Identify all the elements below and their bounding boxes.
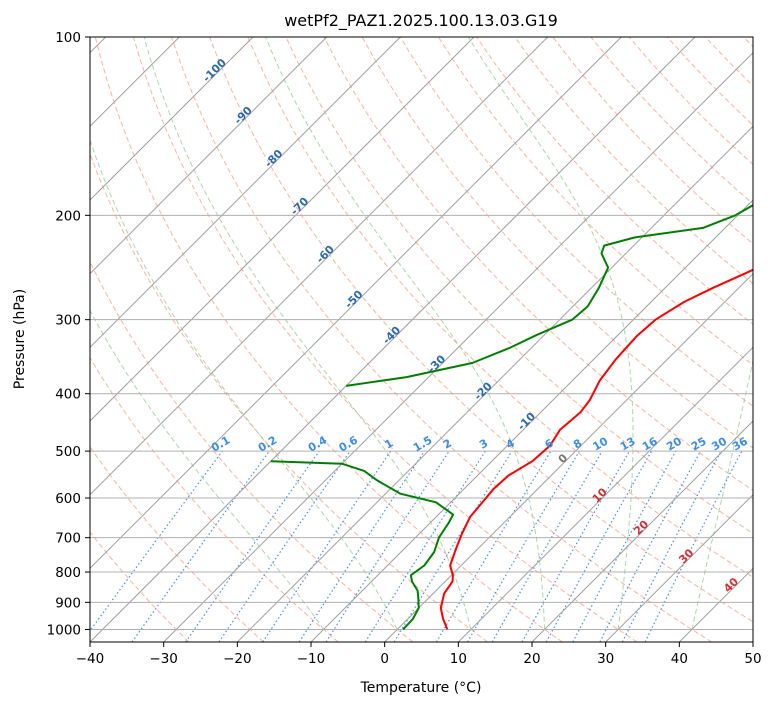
chart-title: wetPf2_PAZ1.2025.100.13.03.G19 (284, 11, 558, 31)
y-tick-label: 1000 (47, 622, 81, 638)
mixing-ratio-line (262, 450, 392, 642)
isotherm-line (90, 37, 622, 570)
isotherm-line (384, 272, 753, 642)
profile-lines (270, 204, 753, 631)
y-axis-ticks: 1000 900 800 700 600 500 400 300 200 100 (47, 30, 90, 638)
y-tick-label: 500 (55, 444, 81, 460)
x-tick-label: 20 (523, 651, 540, 667)
dry-adiabat-line (209, 37, 753, 623)
profile-line (345, 204, 753, 387)
mixing-ratio-line (545, 450, 653, 642)
x-tick-label: 10 (450, 651, 467, 667)
isotherm-line (531, 420, 753, 642)
dry-adiabat-line (285, 37, 753, 535)
x-axis-ticks: −40 −30 −20 −10 0 10 20 30 40 50 (76, 642, 762, 667)
mixing-ratio-line (218, 450, 351, 642)
x-tick-label: −30 (149, 651, 178, 667)
isotherm-line (457, 346, 753, 642)
dry-adiabat-line (323, 37, 753, 491)
mixing-ratio-line (298, 450, 425, 642)
isotherm-line (90, 37, 549, 496)
mixing-ratio-line (521, 450, 631, 642)
mixing-ratio-line (644, 450, 743, 642)
dry-adiabat-line (437, 37, 753, 366)
x-tick-label: 50 (744, 651, 761, 667)
isotherm-line (236, 125, 753, 642)
isotherm-line (90, 37, 696, 642)
dry-adiabat-line (399, 37, 753, 407)
x-tick-label: 0 (380, 651, 389, 667)
moist-adiabat-line (691, 358, 753, 630)
y-tick-label: 700 (55, 531, 81, 547)
moist-adiabat-line (90, 309, 324, 630)
dry-adiabat-line (90, 531, 190, 642)
x-axis-label: Temperature (°C) (360, 680, 482, 696)
isotherm-line (90, 37, 328, 275)
dry-adiabat-line (90, 356, 339, 642)
dry-adiabat-line (132, 37, 638, 642)
reference-lines (90, 37, 753, 642)
moist-adiabat-line (143, 37, 472, 630)
y-axis-label: Pressure (hPa) (12, 289, 28, 389)
dry-adiabat-line (94, 37, 563, 642)
dry-adiabat-line (247, 37, 753, 578)
x-tick-label: −40 (76, 651, 105, 667)
moist-adiabat-line (467, 37, 634, 630)
moist-adiabat-line (265, 37, 546, 630)
plot-frame (89, 36, 754, 643)
x-tick-label: −20 (223, 651, 252, 667)
profile-line (439, 268, 753, 630)
dry-adiabat-line (90, 446, 264, 642)
y-tick-label: 900 (55, 595, 81, 611)
x-tick-label: −10 (297, 651, 326, 667)
dry-adiabat-line (514, 37, 753, 285)
mixing-ratio-line (131, 450, 270, 642)
profile-line (270, 460, 455, 631)
dry-adiabat-line (90, 152, 488, 642)
dry-adiabat-line (361, 37, 753, 449)
x-tick-label: 40 (671, 651, 688, 667)
isotherm-line (163, 51, 753, 642)
isotherm-line (90, 37, 475, 422)
mixing-ratio-line (185, 450, 320, 642)
mixing-ratio-line (572, 450, 677, 642)
x-tick-label: 30 (597, 651, 614, 667)
mixing-ratio-line (393, 450, 513, 642)
y-tick-label: 400 (55, 387, 81, 403)
isotherm-line (90, 37, 254, 201)
y-tick-label: 300 (55, 313, 81, 329)
y-tick-label: 100 (55, 30, 81, 46)
moist-adiabat-line (90, 138, 398, 630)
mixing-ratio-line (90, 450, 223, 632)
y-tick-label: 200 (55, 208, 81, 224)
mixing-ratio-line (325, 450, 450, 642)
pressure-gridlines (90, 37, 753, 630)
isotherm-line (605, 493, 753, 642)
isotherm-line (310, 199, 753, 642)
y-tick-label: 600 (55, 491, 81, 507)
y-tick-label: 800 (55, 565, 81, 581)
isotherm-line (90, 37, 401, 349)
